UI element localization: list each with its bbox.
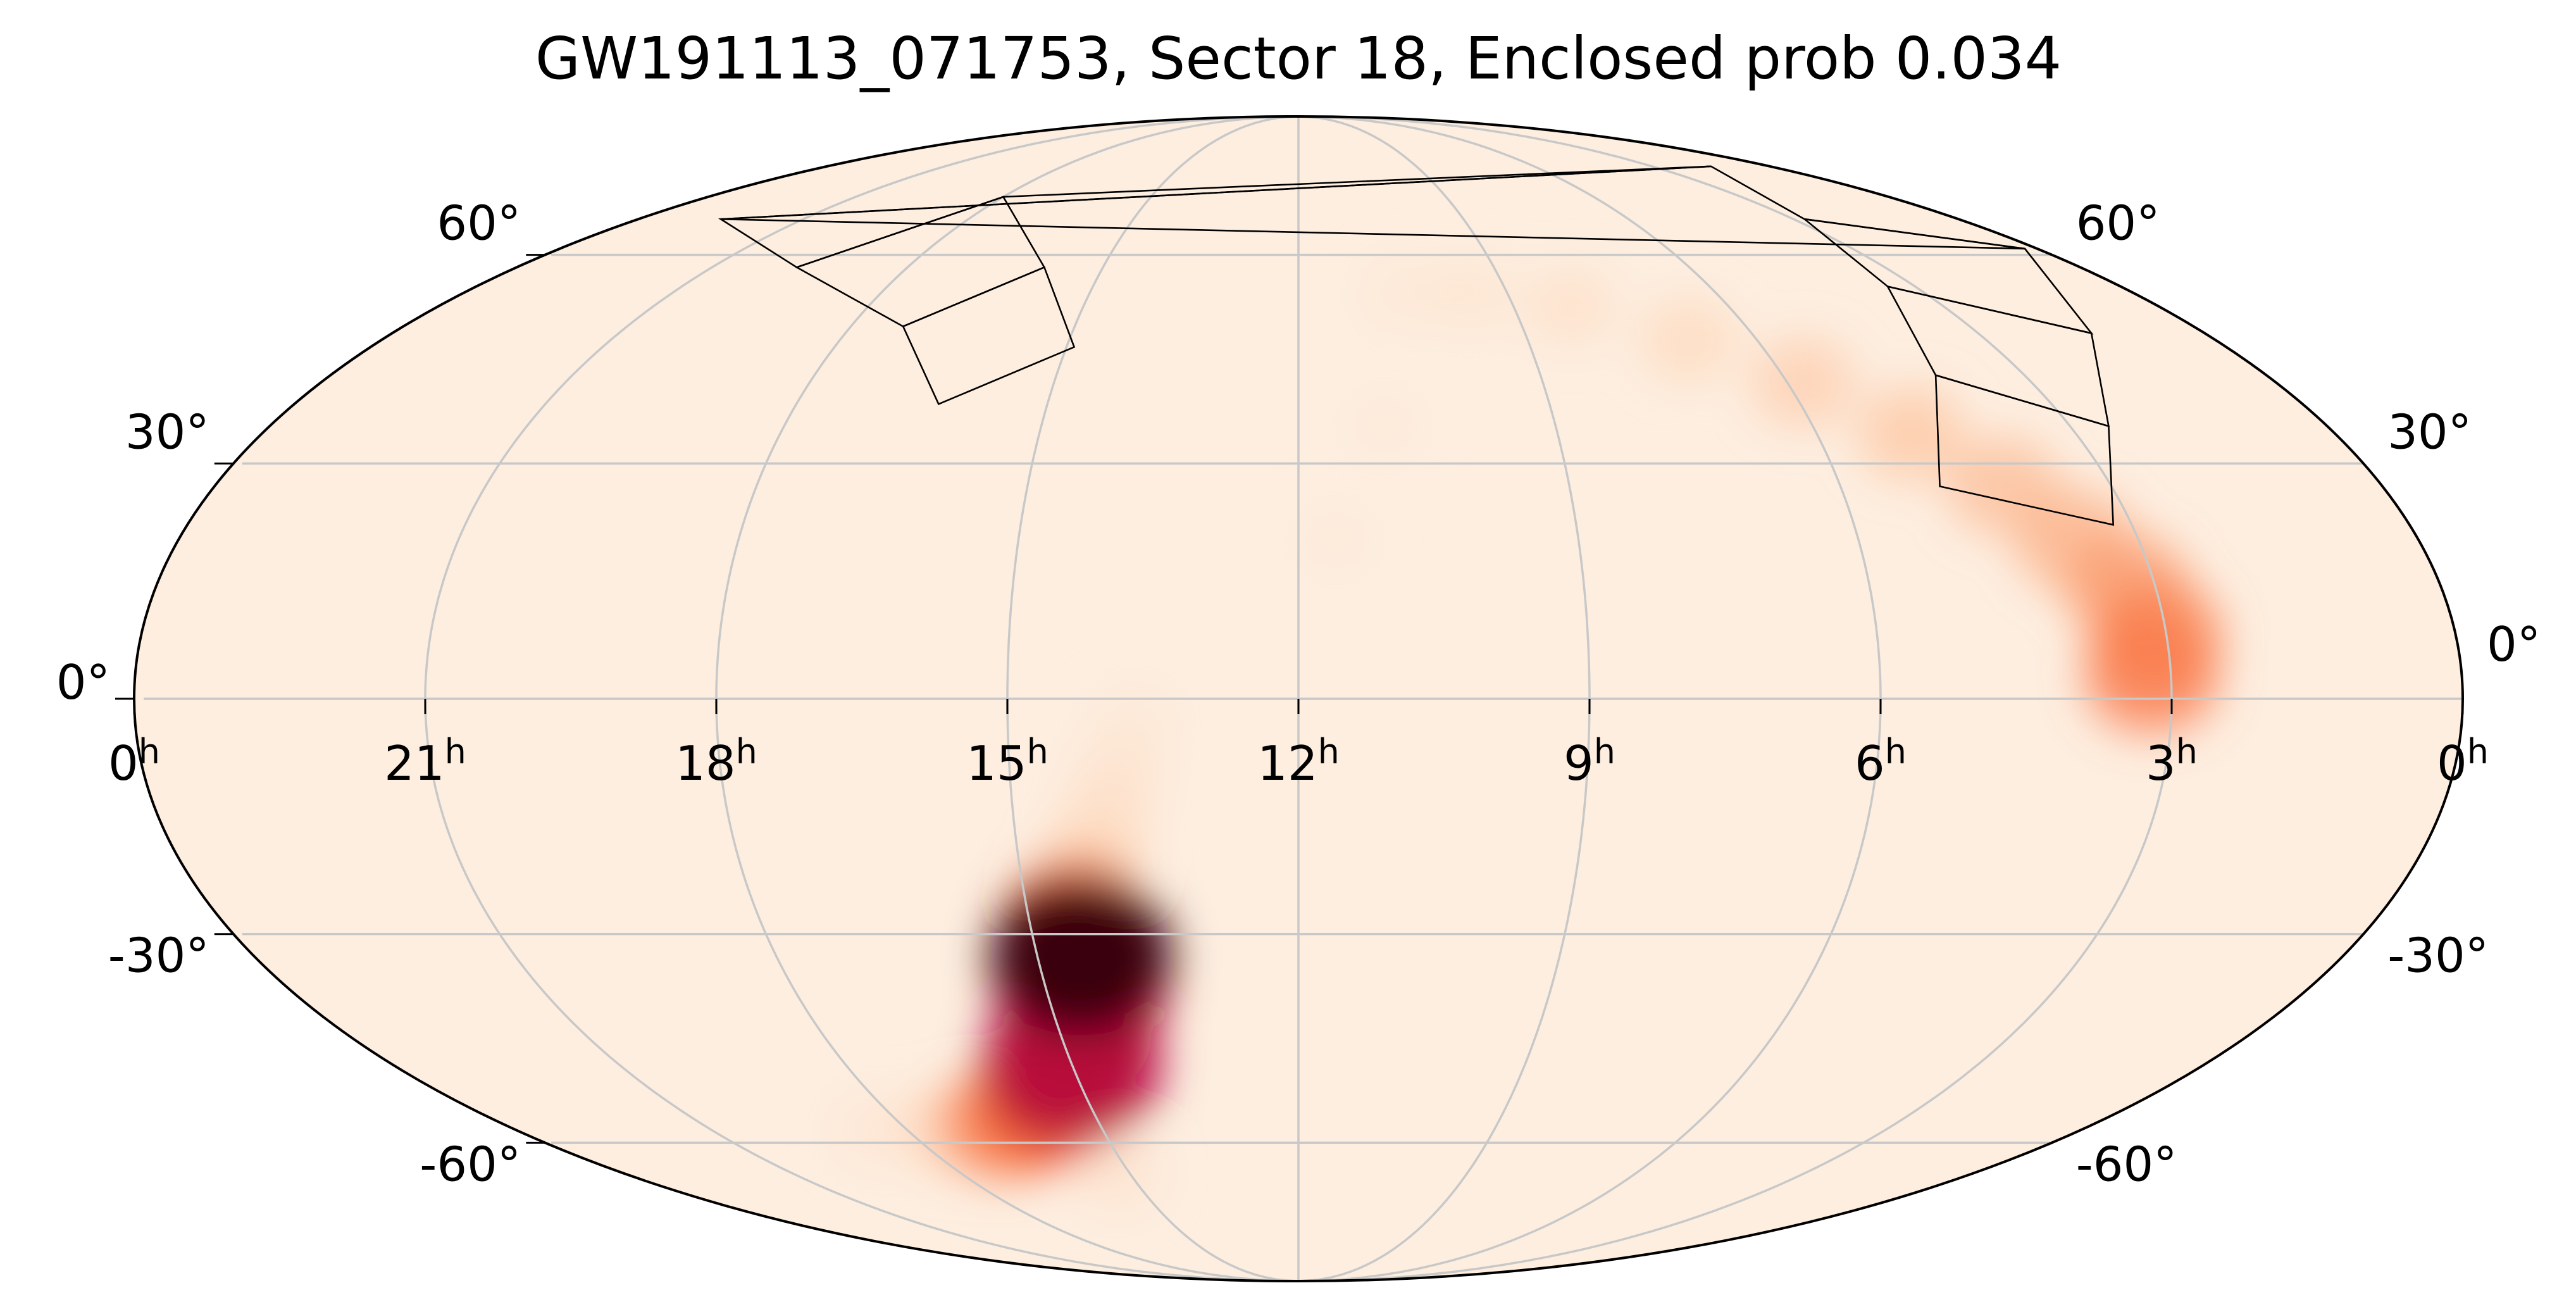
ra-tick-unit: h	[2176, 732, 2198, 772]
density-mark	[1751, 337, 1856, 428]
dec-tick-label-left: -30°	[108, 928, 209, 984]
density-mark	[1639, 297, 1738, 383]
axis-ticks: 0h 21h 18h 15h 12h 9h 6h 3h 0h60°30°0°-30°-60°60…	[56, 196, 2541, 1192]
density-mark	[1857, 386, 1966, 481]
dec-tick-label-right: -60°	[2076, 1136, 2177, 1192]
dec-tick-label-right: 30°	[2387, 404, 2472, 460]
dec-tick-label-left: -60°	[420, 1136, 521, 1192]
tess-ccd-footprint	[902, 266, 1076, 406]
ra-tick-label: 3h	[2146, 732, 2198, 791]
density-mark	[1359, 255, 1447, 331]
dec-tick-label-left: 60°	[437, 196, 521, 251]
dec-tick-label-left: 0°	[56, 654, 110, 710]
density-mark	[1524, 266, 1617, 347]
dec-tick-label-right: 60°	[2076, 196, 2160, 251]
ra-tick-unit: h	[445, 732, 466, 772]
tess-footprints	[718, 165, 2115, 526]
dec-tick-label-right: -30°	[2387, 928, 2489, 984]
ra-tick-unit: h	[1027, 732, 1048, 772]
density-mark	[1073, 1134, 1163, 1212]
density-mark	[1342, 389, 1426, 463]
ra-tick-unit: h	[736, 732, 757, 772]
chart-title: GW191113_071753, Sector 18, Enclosed pro…	[535, 25, 2062, 92]
ra-tick-unit: h	[139, 732, 160, 772]
ra-tick-label: 0h	[2437, 732, 2489, 791]
ra-tick-label: 12h	[1257, 732, 1340, 791]
ra-tick-label: 15h	[966, 732, 1048, 791]
dec-tick-label-right: 0°	[2487, 616, 2541, 672]
ra-tick-unit: h	[1885, 732, 1907, 772]
density-mark	[990, 877, 1173, 1036]
ra-tick-label: 18h	[675, 732, 757, 791]
ra-tick-unit: h	[1594, 732, 1615, 772]
dec-tick-label-left: 30°	[125, 404, 209, 460]
density-mark	[1428, 254, 1517, 332]
density-mark	[1293, 504, 1378, 577]
ra-tick-unit: h	[2467, 732, 2489, 772]
density-mark	[831, 1092, 919, 1168]
ra-tick-unit: h	[1318, 732, 1340, 772]
density-mark	[2084, 616, 2219, 734]
